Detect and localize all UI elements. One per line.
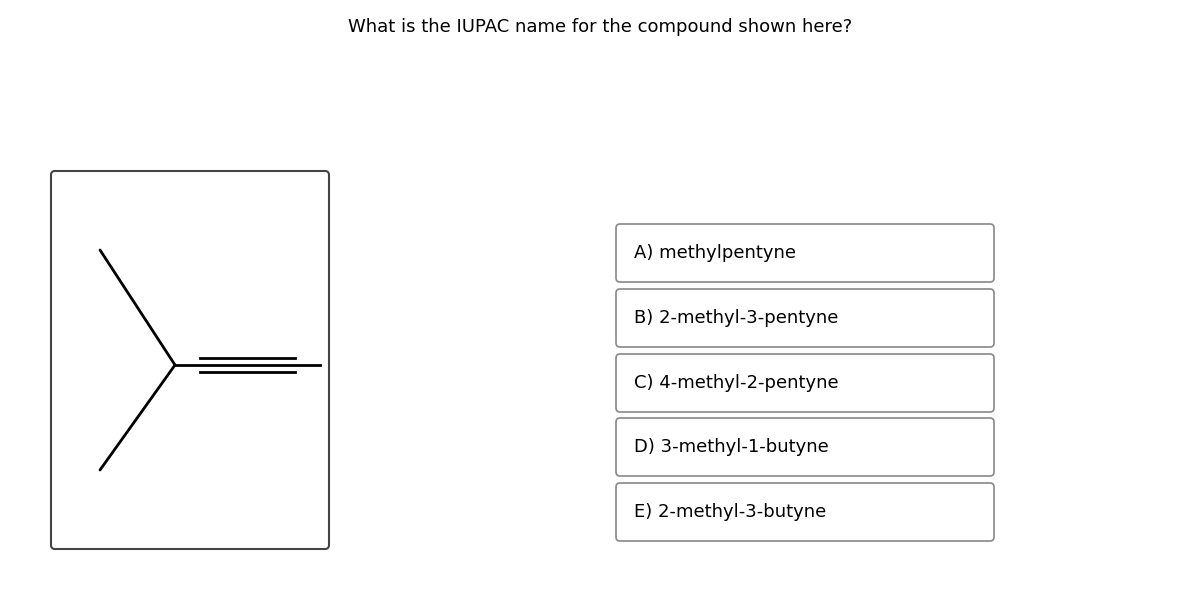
FancyBboxPatch shape xyxy=(616,418,994,476)
FancyBboxPatch shape xyxy=(616,354,994,412)
Text: A) methylpentyne: A) methylpentyne xyxy=(634,244,796,262)
FancyBboxPatch shape xyxy=(616,289,994,347)
FancyBboxPatch shape xyxy=(50,171,329,549)
Text: B) 2-methyl-3-pentyne: B) 2-methyl-3-pentyne xyxy=(634,309,839,327)
Text: What is the IUPAC name for the compound shown here?: What is the IUPAC name for the compound … xyxy=(348,18,852,36)
Text: C) 4-methyl-2-pentyne: C) 4-methyl-2-pentyne xyxy=(634,374,839,392)
FancyBboxPatch shape xyxy=(616,224,994,282)
Text: D) 3-methyl-1-butyne: D) 3-methyl-1-butyne xyxy=(634,438,829,456)
Text: E) 2-methyl-3-butyne: E) 2-methyl-3-butyne xyxy=(634,503,827,521)
FancyBboxPatch shape xyxy=(616,483,994,541)
